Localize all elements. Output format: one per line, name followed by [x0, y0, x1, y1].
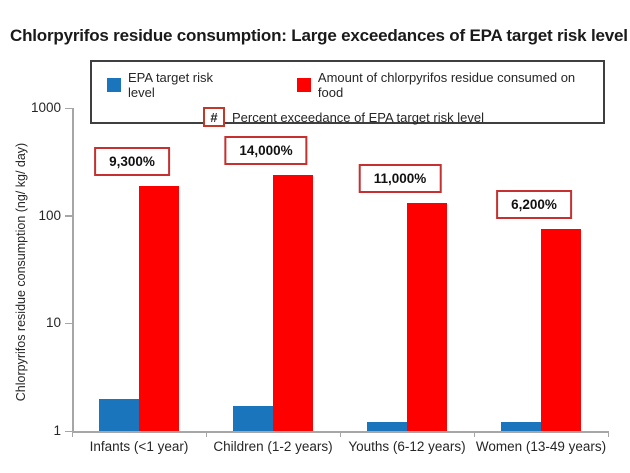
y-tick-label: 1 [53, 423, 61, 438]
red-swatch-icon [296, 78, 311, 92]
exceedance-label: 14,000% [224, 135, 308, 165]
exceedance-label: 6,200% [496, 190, 572, 220]
x-category-label: Women (13-49 years) [475, 439, 607, 454]
x-category-label: Infants (<1 year) [89, 439, 189, 454]
exceedance-label: 11,000% [358, 164, 442, 194]
y-tick-mark [65, 107, 72, 109]
legend: EPA target risk level Amount of chlorpyr… [90, 60, 605, 127]
legend-row-2: # Percent exceedance of EPA target risk … [203, 107, 603, 127]
y-tick-mark [65, 322, 72, 325]
legend-label-epa-target: EPA target risk level [128, 70, 214, 100]
y-tick-label: 10 [45, 315, 61, 331]
chart-title: Chlorpyrifos residue consumption: Large … [10, 26, 628, 45]
y-tick-mark [65, 430, 72, 432]
epa-target-bar [501, 422, 541, 431]
exceedance-label: 9,300% [94, 146, 170, 176]
legend-item-epa-target: EPA target risk level [107, 70, 243, 100]
x-tick-mark [473, 431, 475, 437]
residue-consumed-bar [139, 185, 179, 431]
legend-label-consumed: Amount of chlorpyrifos residue consumed … [317, 70, 576, 100]
x-tick-mark [71, 431, 73, 437]
epa-target-bar [233, 406, 273, 431]
blue-swatch-icon [107, 78, 121, 92]
residue-consumed-bar [273, 174, 313, 431]
epa-target-bar [367, 422, 407, 431]
x-tick-mark [339, 431, 341, 437]
residue-consumed-bar [407, 203, 447, 431]
x-tick-mark [607, 431, 609, 437]
x-category-label: Children (1-2 years) [213, 439, 333, 454]
y-axis-line [72, 108, 74, 431]
hash-icon: # [203, 107, 225, 127]
y-tick-label: 1000 [30, 100, 61, 115]
legend-row-1: EPA target risk level Amount of chlorpyr… [107, 70, 603, 100]
legend-label-exceedance: Percent exceedance of EPA target risk le… [232, 109, 484, 125]
residue-consumed-bar [541, 229, 581, 431]
legend-item-consumed: Amount of chlorpyrifos residue consumed … [296, 70, 603, 100]
y-axis-title: Chlorpyrifos residue consumption (ng/ kg… [14, 142, 28, 402]
y-tick-label: 100 [38, 207, 61, 223]
y-tick-mark [65, 215, 72, 217]
x-category-label: Youths (6-12 years) [348, 439, 466, 454]
epa-target-bar [99, 398, 139, 431]
x-tick-mark [205, 431, 207, 437]
